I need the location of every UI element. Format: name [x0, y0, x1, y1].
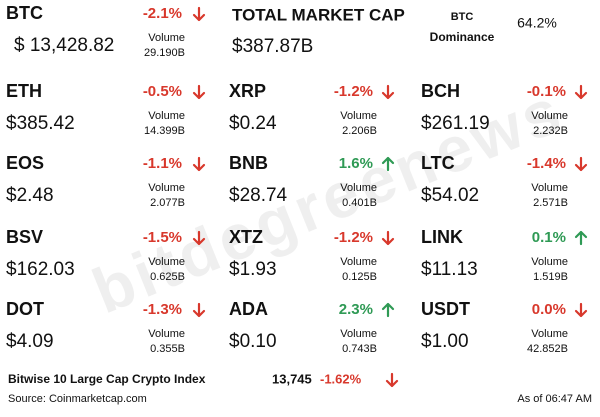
volume-label: Volume — [531, 256, 568, 268]
coin-change: -0.5% — [143, 83, 182, 100]
dominance-value: 64.2% — [517, 15, 557, 31]
trend-arrow — [574, 156, 588, 172]
volume-value: 0.125B — [342, 271, 377, 283]
coin-change: 0.1% — [532, 229, 566, 246]
market-cap-value: $387.87B — [232, 36, 313, 57]
volume-label: Volume — [340, 182, 377, 194]
index-value: 13,745 — [272, 371, 312, 386]
volume-value: 14.399B — [144, 125, 185, 137]
coin-change: 1.6% — [339, 155, 373, 172]
trend-arrow — [381, 156, 395, 172]
volume-label: Volume — [340, 256, 377, 268]
coin-symbol: USDT — [421, 299, 470, 319]
trend-arrow — [192, 84, 206, 100]
volume-label: Volume — [148, 256, 185, 268]
coin-change: -1.5% — [143, 229, 182, 246]
coin-change: -1.3% — [143, 301, 182, 318]
coin-symbol: ETH — [6, 81, 42, 101]
volume-label: Volume — [340, 110, 377, 122]
volume-value: 1.519B — [533, 271, 568, 283]
volume-label: Volume — [148, 32, 185, 44]
coin-price: $0.10 — [229, 331, 277, 352]
coin-price: $2.48 — [6, 185, 54, 206]
dominance-label: BTC — [451, 11, 474, 23]
source: Source: Coinmarketcap.com — [8, 393, 147, 405]
coin-symbol: BSV — [6, 227, 43, 247]
trend-arrow — [574, 302, 588, 318]
coin-symbol: BTC — [6, 3, 43, 23]
volume-label: Volume — [531, 110, 568, 122]
coin-symbol: XRP — [229, 81, 266, 101]
coin-symbol: LINK — [421, 227, 463, 247]
coin-price: $1.00 — [421, 331, 469, 352]
coin-price: $385.42 — [6, 113, 75, 134]
coin-price: $54.02 — [421, 185, 479, 206]
index-name: Bitwise 10 Large Cap Crypto Index — [8, 372, 206, 386]
trend-arrow — [381, 84, 395, 100]
coin-change: 2.3% — [339, 301, 373, 318]
volume-label: Volume — [531, 182, 568, 194]
volume-value: 0.355B — [150, 343, 185, 355]
coin-change: -1.4% — [527, 155, 566, 172]
volume-value: 0.625B — [150, 271, 185, 283]
trend-arrow — [192, 230, 206, 246]
coin-change: -1.2% — [334, 83, 373, 100]
trend-arrow — [385, 372, 399, 388]
trend-arrow — [574, 230, 588, 246]
coin-price: $162.03 — [6, 259, 75, 280]
volume-value: 0.743B — [342, 343, 377, 355]
coin-symbol: LTC — [421, 153, 455, 173]
coin-change: -0.1% — [527, 83, 566, 100]
coin-symbol: ADA — [229, 299, 268, 319]
dominance-label: Dominance — [430, 30, 495, 44]
trend-arrow — [192, 302, 206, 318]
trend-arrow — [192, 6, 206, 22]
coin-price: $ 13,428.82 — [14, 35, 114, 56]
coin-symbol: EOS — [6, 153, 44, 173]
volume-label: Volume — [148, 182, 185, 194]
volume-value: 2.077B — [150, 197, 185, 209]
market-cap-title: TOTAL MARKET CAP — [232, 5, 405, 24]
volume-value: 29.190B — [144, 47, 185, 59]
coin-price: $1.93 — [229, 259, 277, 280]
volume-value: 2.232B — [533, 125, 568, 137]
coin-symbol: BCH — [421, 81, 460, 101]
coin-price: $261.19 — [421, 113, 490, 134]
volume-value: 42.852B — [527, 343, 568, 355]
volume-value: 2.571B — [533, 197, 568, 209]
coin-symbol: XTZ — [229, 227, 263, 247]
coin-symbol: DOT — [6, 299, 44, 319]
coin-price: $11.13 — [421, 259, 478, 280]
trend-arrow — [574, 84, 588, 100]
volume-label: Volume — [148, 110, 185, 122]
volume-value: 0.401B — [342, 197, 377, 209]
trend-arrow — [192, 156, 206, 172]
index-change: -1.62% — [320, 371, 362, 386]
trend-arrow — [381, 302, 395, 318]
volume-label: Volume — [340, 328, 377, 340]
coin-change: -1.1% — [143, 155, 182, 172]
coin-change: 0.0% — [532, 301, 566, 318]
volume-label: Volume — [531, 328, 568, 340]
volume-label: Volume — [148, 328, 185, 340]
coin-price: $4.09 — [6, 331, 54, 352]
coin-price: $0.24 — [229, 113, 277, 134]
coin-symbol: BNB — [229, 153, 268, 173]
trend-arrow — [381, 230, 395, 246]
coin-change: -2.1% — [143, 5, 182, 22]
coin-change: -1.2% — [334, 229, 373, 246]
volume-value: 2.206B — [342, 125, 377, 137]
as-of: As of 06:47 AM — [517, 393, 592, 405]
coin-price: $28.74 — [229, 185, 288, 206]
